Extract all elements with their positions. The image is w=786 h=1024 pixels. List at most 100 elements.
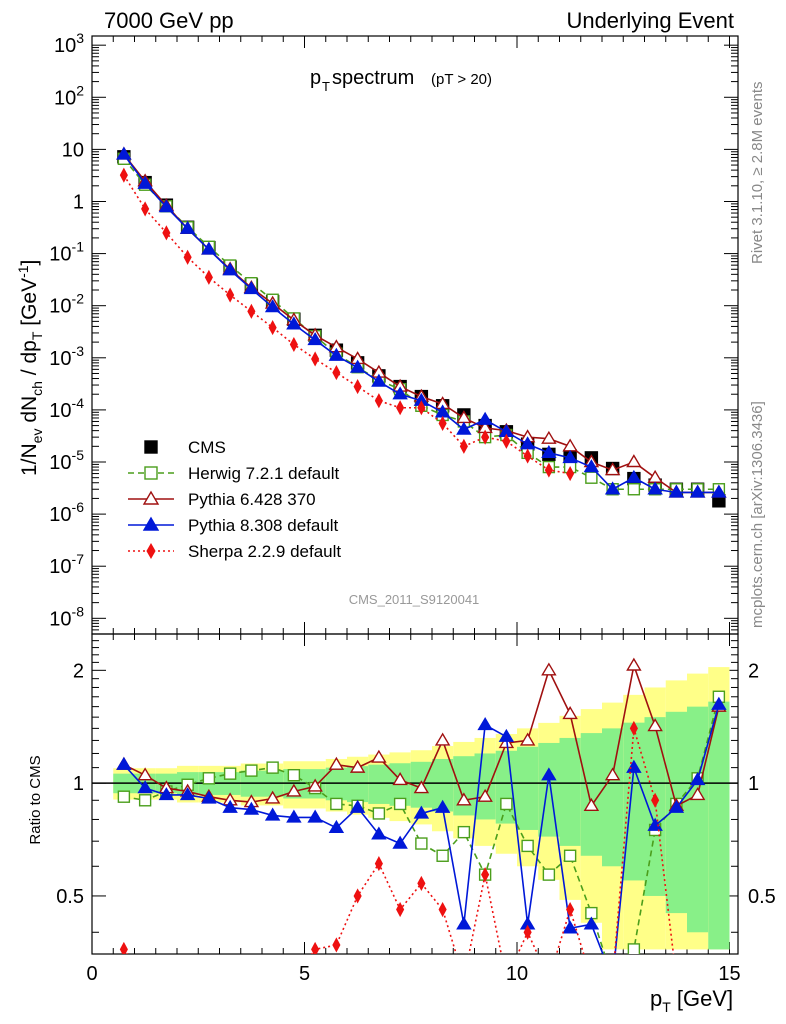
marker bbox=[183, 249, 192, 265]
title-spectrum: spectrum bbox=[332, 67, 414, 89]
marker bbox=[607, 974, 618, 985]
x-tick-label: 10 bbox=[506, 963, 528, 985]
marker bbox=[647, 718, 663, 732]
mcplots-label: mcplots.cern.ch [arXiv:1306.3436] bbox=[749, 401, 766, 628]
band-inner bbox=[623, 722, 645, 881]
legend: CMS Herwig 7.2.1 default Pythia 6.428 370 P… bbox=[128, 438, 341, 561]
marker bbox=[583, 459, 600, 473]
marker bbox=[627, 943, 641, 954]
marker bbox=[542, 868, 556, 881]
marker bbox=[245, 764, 258, 777]
marker bbox=[353, 888, 362, 904]
band-inner bbox=[602, 728, 624, 867]
marker bbox=[201, 790, 217, 804]
marker bbox=[243, 281, 260, 295]
marker bbox=[585, 471, 598, 484]
marker bbox=[371, 373, 387, 387]
marker bbox=[269, 973, 276, 986]
y-tick-label: 10 bbox=[62, 139, 84, 161]
marker bbox=[456, 421, 472, 435]
legend-label: Pythia 6.428 370 bbox=[188, 490, 316, 509]
marker bbox=[562, 706, 578, 720]
marker bbox=[647, 481, 663, 495]
y-tick-label: 10-8 bbox=[49, 603, 84, 630]
legend-label: Sherpa 2.2.9 default bbox=[188, 542, 341, 561]
marker bbox=[541, 444, 557, 459]
marker bbox=[142, 490, 160, 505]
marker bbox=[204, 269, 213, 285]
legend-entry: Sherpa 2.2.9 default bbox=[128, 542, 341, 561]
marker bbox=[523, 448, 532, 464]
marker bbox=[627, 483, 641, 496]
marker bbox=[544, 462, 553, 478]
band-inner bbox=[325, 767, 347, 801]
legend-label: Pythia 8.308 default bbox=[188, 516, 339, 535]
marker bbox=[117, 790, 131, 803]
y-tick-label: 102 bbox=[54, 82, 84, 109]
marker bbox=[227, 973, 234, 986]
marker bbox=[438, 901, 447, 918]
marker bbox=[332, 937, 341, 953]
xlabel-p: pT [GeV] bbox=[650, 986, 733, 1015]
marker bbox=[711, 484, 727, 498]
marker bbox=[457, 825, 471, 839]
y-tick-label: 10-7 bbox=[49, 551, 84, 578]
marker bbox=[711, 696, 727, 710]
marker bbox=[307, 332, 323, 346]
marker bbox=[307, 778, 323, 792]
marker bbox=[264, 807, 281, 821]
marker bbox=[116, 146, 132, 160]
marker bbox=[459, 438, 468, 454]
marker bbox=[349, 759, 366, 773]
marker bbox=[286, 783, 302, 797]
marker bbox=[477, 788, 493, 802]
marker bbox=[604, 481, 621, 495]
legend-entry: Pythia 8.308 default bbox=[128, 516, 339, 535]
marker bbox=[392, 772, 408, 786]
marker bbox=[353, 379, 362, 395]
marker bbox=[583, 916, 600, 930]
marker bbox=[541, 767, 557, 781]
marker bbox=[396, 901, 405, 918]
marker bbox=[349, 359, 366, 373]
band-inner bbox=[432, 758, 454, 812]
marker bbox=[142, 973, 149, 986]
marker bbox=[247, 303, 256, 319]
marker bbox=[523, 924, 532, 940]
band-inner bbox=[347, 766, 369, 803]
chart-title: p T spectrum (pT > 20) bbox=[310, 67, 492, 94]
marker bbox=[689, 484, 706, 498]
main-ylabel: 1/Nev dNch / dpT [GeV-1] bbox=[15, 260, 45, 476]
marker bbox=[226, 287, 235, 303]
marker bbox=[374, 393, 383, 409]
marker bbox=[651, 792, 660, 808]
marker bbox=[307, 809, 323, 823]
marker bbox=[332, 365, 341, 381]
marker bbox=[290, 973, 297, 986]
y-tick-label: 103 bbox=[54, 30, 84, 57]
y-tick-label: 10-2 bbox=[49, 291, 84, 318]
band-inner bbox=[453, 756, 475, 816]
marker bbox=[328, 347, 345, 361]
marker bbox=[205, 973, 212, 986]
y-tick-label: 10-5 bbox=[49, 447, 84, 474]
marker bbox=[392, 835, 408, 849]
marker bbox=[286, 316, 302, 330]
marker bbox=[436, 849, 449, 862]
ratio-y-tick-label-right: 0.5 bbox=[748, 886, 776, 908]
marker bbox=[119, 167, 128, 183]
marker bbox=[438, 415, 447, 431]
marker bbox=[689, 787, 706, 801]
marker bbox=[604, 462, 621, 476]
marker bbox=[626, 657, 642, 671]
marker bbox=[202, 772, 216, 785]
marker bbox=[138, 794, 152, 807]
title-cut: (pT > 20) bbox=[431, 71, 492, 88]
marker bbox=[372, 807, 386, 820]
marker bbox=[328, 756, 345, 770]
ratio-y-tick-label: 1 bbox=[73, 773, 84, 795]
marker bbox=[562, 920, 578, 934]
marker bbox=[371, 749, 387, 763]
marker bbox=[502, 433, 511, 449]
